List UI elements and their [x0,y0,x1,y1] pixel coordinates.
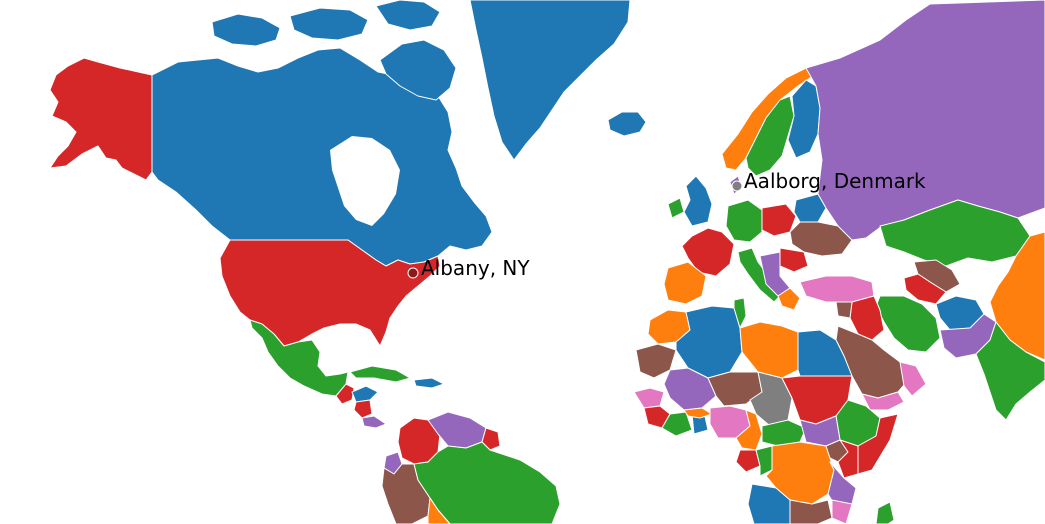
country-uk[interactable] [683,175,713,227]
country-germany[interactable] [725,199,763,243]
country-libya[interactable] [739,321,799,379]
country-iraq[interactable] [849,295,885,341]
marker-albany-dot[interactable] [407,267,419,279]
marker-aalborg-label: Aalborg, Denmark [744,169,926,193]
country-india[interactable] [975,321,1045,421]
country-alaska[interactable] [49,57,153,181]
country-malawi[interactable] [831,499,853,524]
country-turkey[interactable] [799,275,875,303]
country-spain[interactable] [663,261,707,305]
country-iceland[interactable] [607,111,647,137]
country-cuba[interactable] [349,365,411,383]
country-costa-rica[interactable] [361,415,387,429]
country-romania[interactable] [779,247,809,273]
island-arctic-3[interactable] [375,0,441,31]
country-tunisia[interactable] [733,297,747,329]
country-oman[interactable] [899,361,927,397]
country-bolivia[interactable] [427,497,451,524]
country-haiti-dr[interactable] [413,377,445,389]
country-russia[interactable] [805,0,1045,241]
country-angola[interactable] [747,483,791,524]
country-gabon[interactable] [735,449,761,473]
country-zambia[interactable] [789,499,833,524]
country-honduras[interactable] [351,385,379,403]
island-arctic-2[interactable] [289,7,369,41]
marker-albany-label: Albany, NY [421,256,530,280]
country-burkina-faso[interactable] [683,407,713,419]
marker-albany[interactable]: Albany, NY [407,256,530,280]
marker-aalborg-dot[interactable] [731,180,743,192]
country-ivory-coast[interactable] [661,411,693,437]
country-madagascar[interactable] [875,501,895,524]
country-syria[interactable] [835,301,853,319]
hudson-bay [330,136,400,226]
country-nicaragua[interactable] [353,399,373,419]
country-france[interactable] [681,227,735,277]
country-mexico[interactable] [249,319,349,397]
country-greece[interactable] [777,287,801,311]
country-norway[interactable] [721,67,817,171]
marker-aalborg[interactable]: Aalborg, Denmark [731,169,926,193]
country-ukraine[interactable] [789,221,853,257]
country-senegal[interactable] [633,387,665,409]
country-iran[interactable] [875,295,941,353]
country-ireland[interactable] [667,197,685,219]
country-congo[interactable] [755,445,773,477]
country-turkmenistan[interactable] [903,273,947,305]
island-arctic-1[interactable] [211,13,281,47]
country-cameroon[interactable] [735,409,763,451]
country-finland[interactable] [787,79,821,159]
island-baffin[interactable] [379,39,457,101]
country-brazil[interactable] [413,441,561,524]
country-greenland[interactable] [469,0,631,161]
country-guyana[interactable] [481,427,501,451]
country-egypt[interactable] [797,329,853,377]
